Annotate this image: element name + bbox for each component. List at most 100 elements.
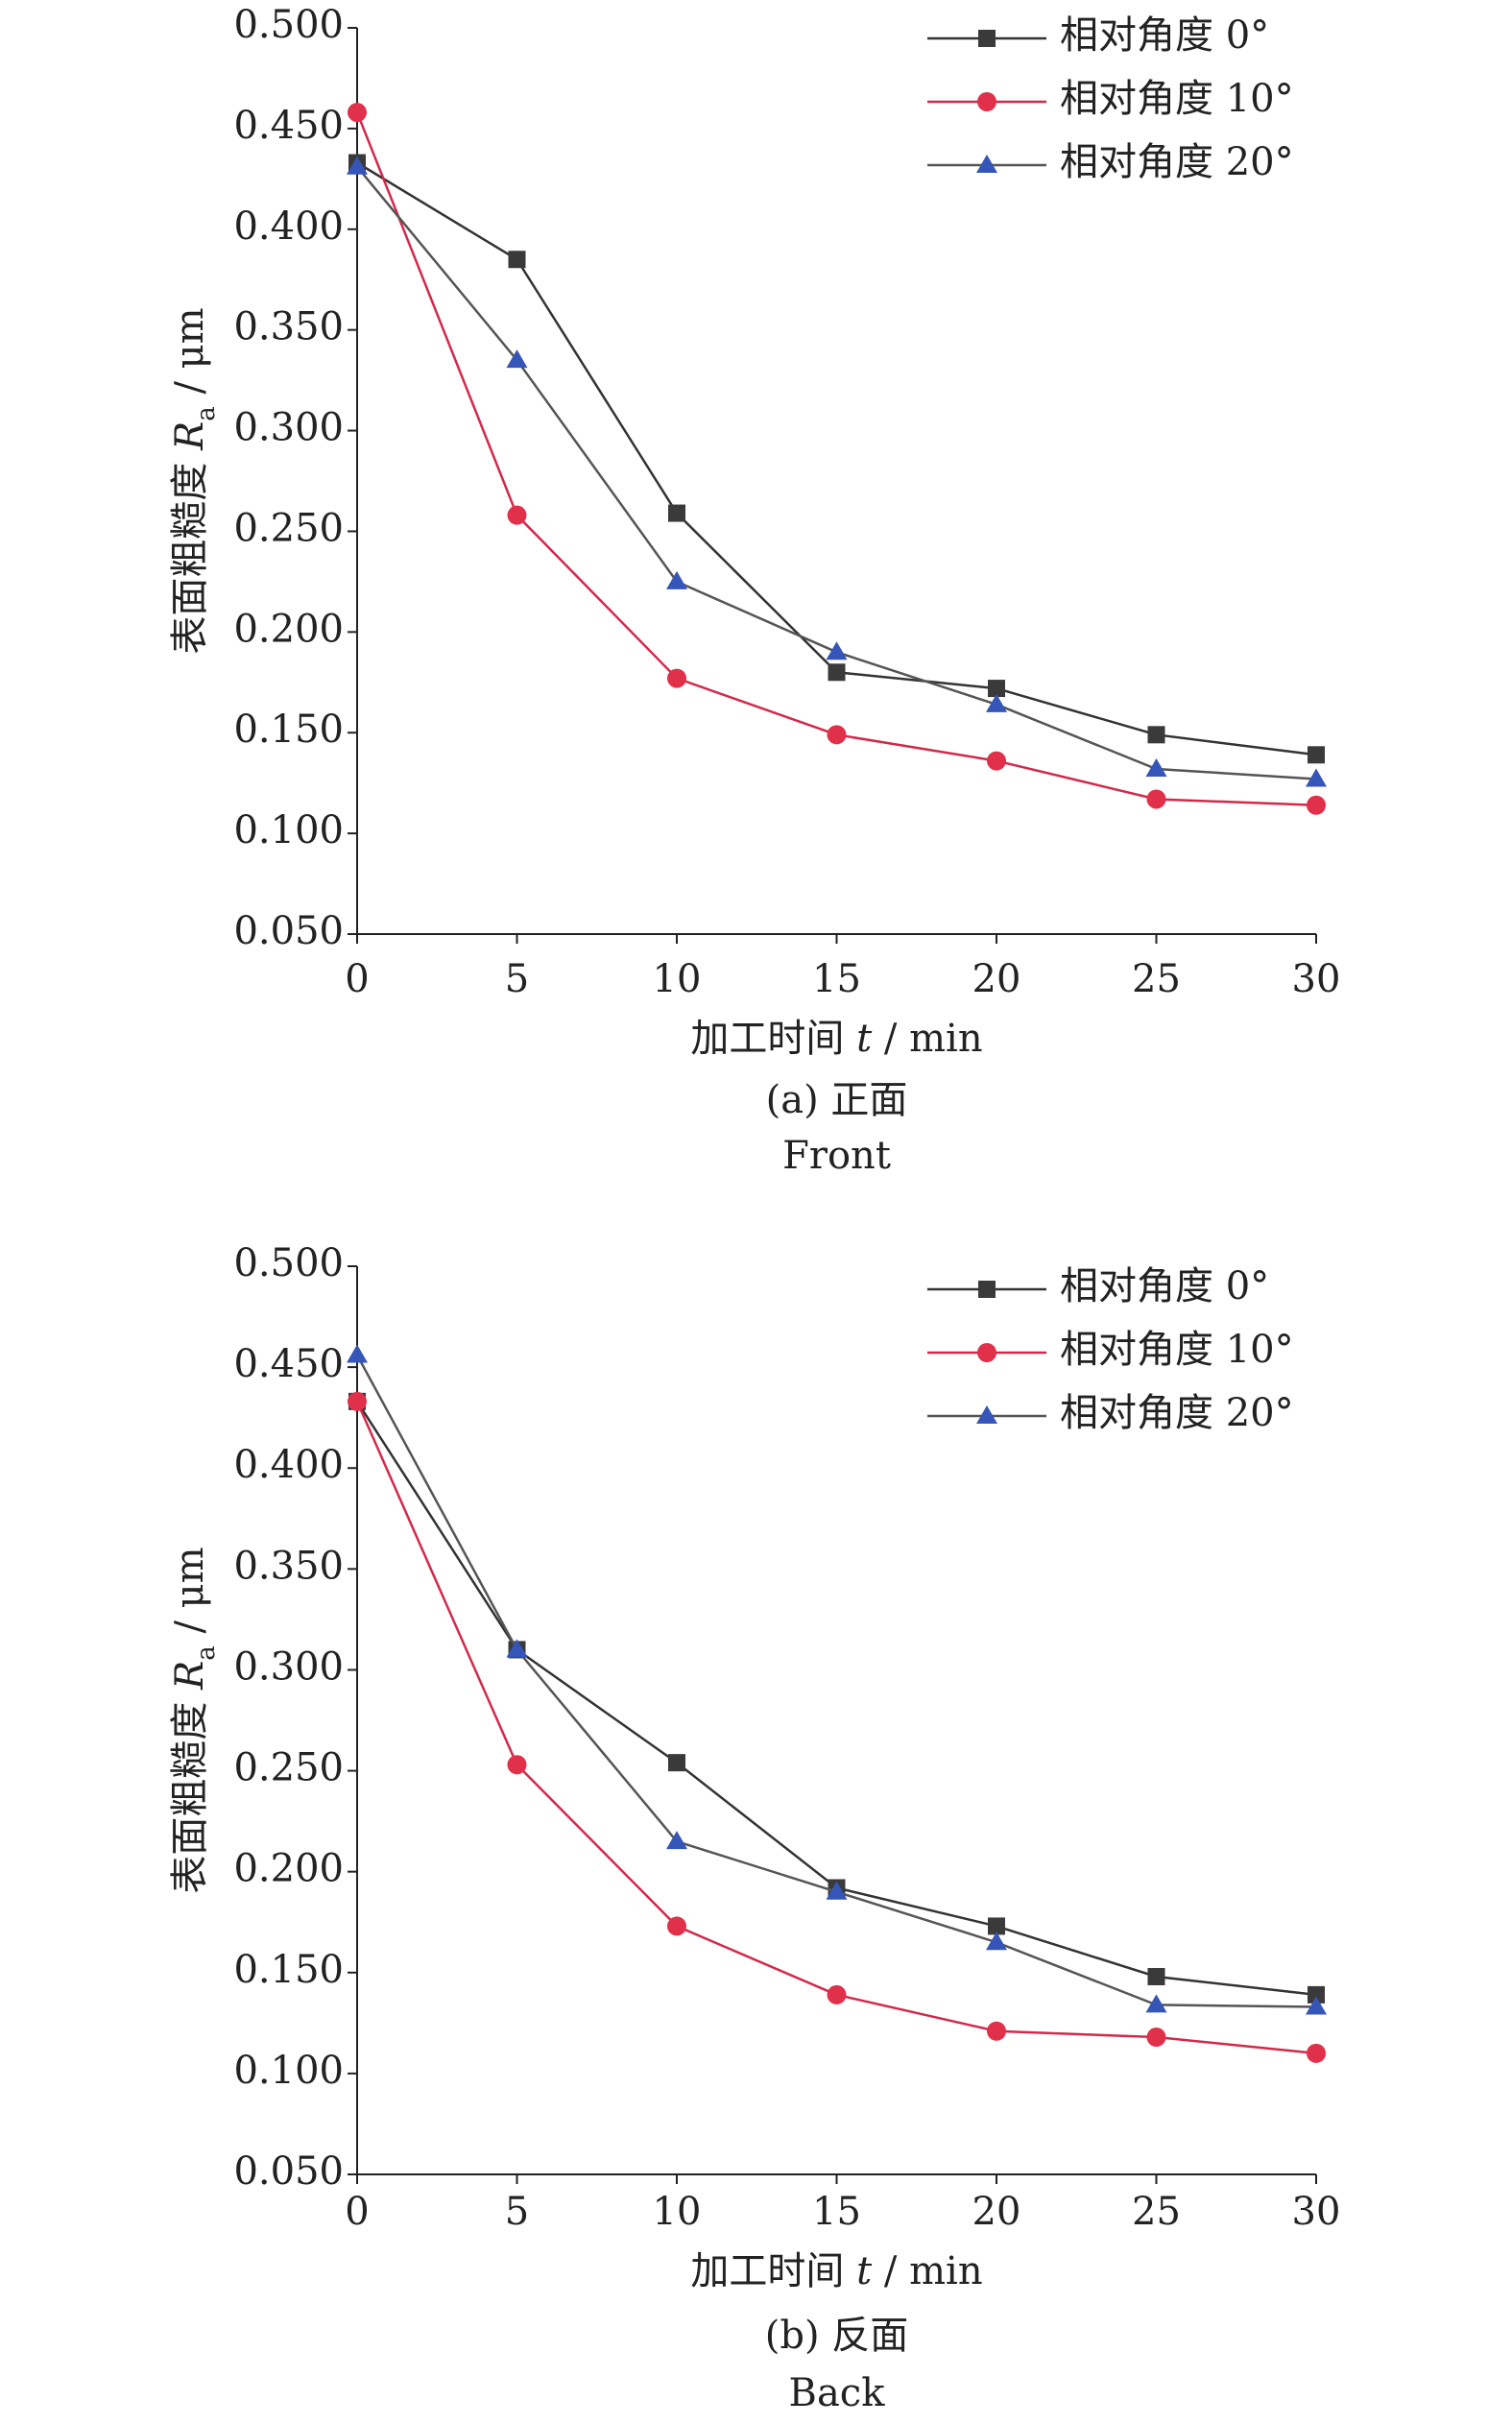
x-axis-label-part: t <box>856 1017 873 1061</box>
marker <box>826 1881 848 1900</box>
marker <box>507 505 527 525</box>
marker <box>1146 789 1166 809</box>
marker <box>988 680 1005 698</box>
legend-label: 相对角度 10° <box>1060 77 1294 121</box>
y-tick-label: 0.100 <box>233 2049 344 2093</box>
y-tick-label: 0.100 <box>233 808 344 852</box>
marker <box>987 2021 1006 2041</box>
caption: (a) 正面 <box>766 1078 908 1122</box>
legend-label: 相对角度 10° <box>1060 1328 1294 1372</box>
marker <box>347 1344 368 1363</box>
marker <box>828 663 846 682</box>
y-tick-label: 0.050 <box>233 2149 344 2194</box>
caption: (b) 反面 <box>765 2314 909 2358</box>
marker <box>668 504 685 522</box>
legend-marker <box>976 1405 997 1424</box>
x-tick-label: 25 <box>1132 2190 1181 2234</box>
y-axis-label-part: 表面粗糙度 <box>168 450 212 655</box>
y-tick-label: 0.300 <box>233 406 344 450</box>
caption-en: Back <box>789 2371 886 2415</box>
y-tick-label: 0.150 <box>233 708 344 752</box>
legend-label: 相对角度 20° <box>1060 1391 1294 1435</box>
caption-en: Front <box>782 1134 891 1178</box>
x-axis-label-part: 加工时间 <box>690 2249 856 2293</box>
y-tick-label: 0.050 <box>233 909 344 953</box>
y-tick-label: 0.200 <box>233 607 344 651</box>
x-axis-label-part: / min <box>872 1017 982 1061</box>
legend-label: 相对角度 20° <box>1060 140 1294 184</box>
chart: 0.050 0.100 0.150 0.200 0.250 0.300 0.350 0.400… <box>168 1241 1340 2415</box>
marker <box>1147 726 1165 744</box>
x-axis-label: 加工时间 t / min <box>690 1017 982 1061</box>
line <box>355 111 1317 806</box>
x-tick-label: 30 <box>1292 2190 1341 2234</box>
marker <box>988 1917 1005 1935</box>
marker <box>827 1984 847 2004</box>
marker <box>826 641 848 660</box>
line <box>355 1354 1317 2008</box>
x-tick-label: 5 <box>505 957 529 1001</box>
marker <box>827 725 847 745</box>
y-tick-label: 0.400 <box>233 1443 344 1487</box>
x-tick-label: 10 <box>653 957 702 1001</box>
marker <box>1146 2028 1166 2048</box>
x-axis-label: 加工时间 t / min <box>690 2249 982 2293</box>
legend-marker <box>978 30 996 47</box>
marker <box>1308 746 1325 764</box>
y-axis-label-part: R <box>168 421 212 451</box>
x-tick-label: 0 <box>345 957 369 1001</box>
marker <box>348 103 367 123</box>
y-axis-label: 表面粗糙度 Ra / μm <box>168 307 221 654</box>
y-tick-label: 0.250 <box>233 506 344 550</box>
x-axis-label-part: t <box>856 2249 873 2293</box>
y-axis-label-part: a <box>192 406 221 421</box>
x-tick-label: 20 <box>972 957 1021 1001</box>
x-axis-label-part: / min <box>872 2249 982 2293</box>
legend-marker <box>976 155 997 173</box>
marker <box>986 1932 1007 1951</box>
marker <box>1145 757 1167 777</box>
marker <box>1307 795 1326 815</box>
x-tick-label: 0 <box>345 2190 369 2234</box>
marker <box>667 668 686 688</box>
x-tick-label: 15 <box>812 957 861 1001</box>
marker <box>347 156 368 175</box>
chart: 0.050 0.100 0.150 0.200 0.250 0.300 0.350 0.400… <box>168 3 1340 1178</box>
marker <box>508 251 526 269</box>
legend-marker <box>978 1281 996 1298</box>
legend-label: 相对角度 0° <box>1060 13 1269 58</box>
marker <box>506 1639 528 1658</box>
y-axis-label-part: / μm <box>168 307 212 406</box>
marker <box>348 1391 367 1411</box>
marker <box>666 570 687 589</box>
marker <box>1306 1996 1327 2015</box>
y-tick-label: 0.500 <box>233 3 344 47</box>
marker <box>1147 1967 1165 1985</box>
y-tick-label: 0.450 <box>233 104 344 148</box>
marker <box>1145 1994 1167 2013</box>
x-tick-label: 10 <box>653 2190 702 2234</box>
marker <box>667 1916 686 1936</box>
legend-label: 相对角度 0° <box>1060 1264 1269 1308</box>
y-axis-label-part: / μm <box>168 1547 212 1645</box>
marker <box>1307 2043 1326 2063</box>
marker <box>507 1755 527 1775</box>
y-tick-label: 0.300 <box>233 1644 344 1689</box>
marker <box>668 1754 685 1772</box>
y-tick-label: 0.200 <box>233 1847 344 1891</box>
y-axis-label-part: a <box>192 1645 221 1661</box>
y-axis-label-part: R <box>168 1661 212 1691</box>
line <box>355 1401 1317 1997</box>
x-tick-label: 30 <box>1292 957 1341 1001</box>
y-tick-label: 0.350 <box>233 305 344 349</box>
y-tick-label: 0.500 <box>233 1241 344 1285</box>
x-tick-label: 25 <box>1132 957 1181 1001</box>
legend-marker <box>977 92 996 111</box>
marker <box>666 1831 687 1850</box>
marker <box>1306 768 1327 787</box>
line <box>355 1401 1317 2055</box>
y-axis-label-part: 表面粗糙度 <box>168 1690 212 1894</box>
y-tick-label: 0.350 <box>233 1544 344 1588</box>
